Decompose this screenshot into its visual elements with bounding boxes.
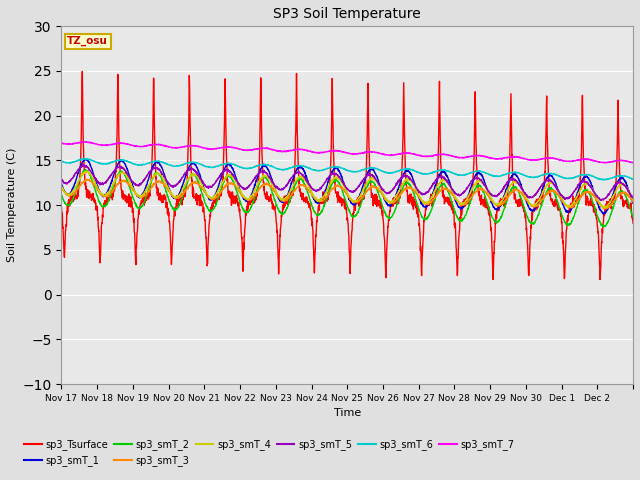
sp3_smT_3 xyxy=(621,189,629,195)
sp3_Tsurface xyxy=(552,197,560,203)
sp3_smT_7 xyxy=(382,152,390,157)
Line: sp3_smT_1: sp3_smT_1 xyxy=(61,159,633,214)
X-axis label: Time: Time xyxy=(333,408,361,418)
sp3_smT_7 xyxy=(602,160,609,166)
Legend: sp3_Tsurface, sp3_smT_1, sp3_smT_2, sp3_smT_3, sp3_smT_4, sp3_smT_5, sp3_smT_6, : sp3_Tsurface, sp3_smT_1, sp3_smT_2, sp3_… xyxy=(20,435,518,470)
sp3_smT_4 xyxy=(58,184,65,190)
sp3_smT_4 xyxy=(520,190,527,196)
sp3_smT_2 xyxy=(552,193,560,199)
sp3_smT_2 xyxy=(621,193,629,199)
sp3_smT_5 xyxy=(621,183,629,189)
sp3_smT_6 xyxy=(81,156,89,162)
sp3_smT_5 xyxy=(238,184,246,190)
sp3_smT_2 xyxy=(115,171,123,177)
Y-axis label: Soil Temperature (C): Soil Temperature (C) xyxy=(7,148,17,263)
Text: TZ_osu: TZ_osu xyxy=(67,36,108,47)
Title: SP3 Soil Temperature: SP3 Soil Temperature xyxy=(273,7,421,21)
sp3_smT_1 xyxy=(552,180,560,186)
sp3_smT_5 xyxy=(58,177,65,183)
sp3_smT_3 xyxy=(552,189,560,195)
sp3_smT_6 xyxy=(115,157,123,163)
sp3_smT_5 xyxy=(115,164,123,169)
sp3_smT_1 xyxy=(600,211,607,217)
sp3_smT_2 xyxy=(382,211,390,217)
sp3_smT_1 xyxy=(520,190,527,196)
sp3_Tsurface xyxy=(58,204,65,210)
sp3_smT_7 xyxy=(81,139,88,144)
sp3_smT_5 xyxy=(629,195,637,201)
sp3_smT_7 xyxy=(520,156,527,162)
sp3_smT_3 xyxy=(115,180,123,186)
sp3_smT_3 xyxy=(238,192,246,198)
Line: sp3_smT_2: sp3_smT_2 xyxy=(61,169,633,227)
sp3_smT_6 xyxy=(520,172,527,178)
sp3_smT_7 xyxy=(629,160,637,166)
sp3_Tsurface xyxy=(115,130,123,136)
sp3_smT_2 xyxy=(629,214,637,220)
sp3_smT_5 xyxy=(382,190,390,196)
Line: sp3_smT_3: sp3_smT_3 xyxy=(61,179,633,209)
sp3_smT_6 xyxy=(58,159,65,165)
sp3_smT_3 xyxy=(629,199,637,205)
sp3_smT_2 xyxy=(520,203,527,209)
sp3_Tsurface xyxy=(520,207,527,213)
sp3_smT_4 xyxy=(382,196,390,202)
sp3_smT_1 xyxy=(238,193,246,199)
sp3_smT_6 xyxy=(602,177,609,182)
sp3_Tsurface xyxy=(382,275,390,281)
sp3_Tsurface xyxy=(629,220,637,226)
sp3_Tsurface xyxy=(621,199,629,205)
sp3_smT_6 xyxy=(238,165,246,170)
sp3_smT_3 xyxy=(58,185,65,191)
sp3_smT_4 xyxy=(601,205,609,211)
sp3_smT_2 xyxy=(599,224,607,229)
sp3_smT_2 xyxy=(58,192,65,197)
sp3_smT_6 xyxy=(629,176,637,182)
sp3_Tsurface xyxy=(596,276,604,282)
sp3_smT_3 xyxy=(83,176,90,182)
sp3_smT_5 xyxy=(79,162,87,168)
sp3_smT_3 xyxy=(382,197,390,203)
sp3_smT_1 xyxy=(58,181,65,187)
sp3_smT_6 xyxy=(382,169,390,175)
sp3_smT_7 xyxy=(58,140,65,146)
sp3_smT_4 xyxy=(621,183,629,189)
Line: sp3_smT_6: sp3_smT_6 xyxy=(61,159,633,180)
Line: sp3_Tsurface: sp3_Tsurface xyxy=(61,72,633,279)
sp3_Tsurface xyxy=(238,242,246,248)
sp3_smT_2 xyxy=(82,167,90,172)
sp3_smT_7 xyxy=(552,156,560,161)
sp3_smT_7 xyxy=(115,141,123,146)
sp3_smT_4 xyxy=(115,171,123,177)
Line: sp3_smT_5: sp3_smT_5 xyxy=(61,165,633,200)
sp3_smT_4 xyxy=(83,168,91,174)
sp3_smT_7 xyxy=(238,147,246,153)
Line: sp3_smT_4: sp3_smT_4 xyxy=(61,171,633,208)
sp3_smT_1 xyxy=(115,159,123,165)
Line: sp3_smT_7: sp3_smT_7 xyxy=(61,142,633,163)
sp3_smT_3 xyxy=(601,206,609,212)
sp3_smT_7 xyxy=(621,158,629,164)
sp3_smT_6 xyxy=(552,171,560,177)
sp3_smT_5 xyxy=(552,184,560,190)
sp3_smT_6 xyxy=(621,173,629,179)
sp3_smT_4 xyxy=(552,185,560,191)
sp3_smT_4 xyxy=(629,197,637,203)
sp3_smT_4 xyxy=(238,192,246,197)
sp3_smT_1 xyxy=(382,199,390,204)
sp3_smT_3 xyxy=(520,194,527,200)
sp3_smT_2 xyxy=(238,205,246,211)
sp3_Tsurface xyxy=(79,69,86,74)
sp3_smT_1 xyxy=(82,156,90,162)
sp3_smT_5 xyxy=(598,197,605,203)
sp3_smT_1 xyxy=(621,179,629,184)
sp3_smT_5 xyxy=(520,189,527,194)
sp3_smT_1 xyxy=(629,200,637,206)
